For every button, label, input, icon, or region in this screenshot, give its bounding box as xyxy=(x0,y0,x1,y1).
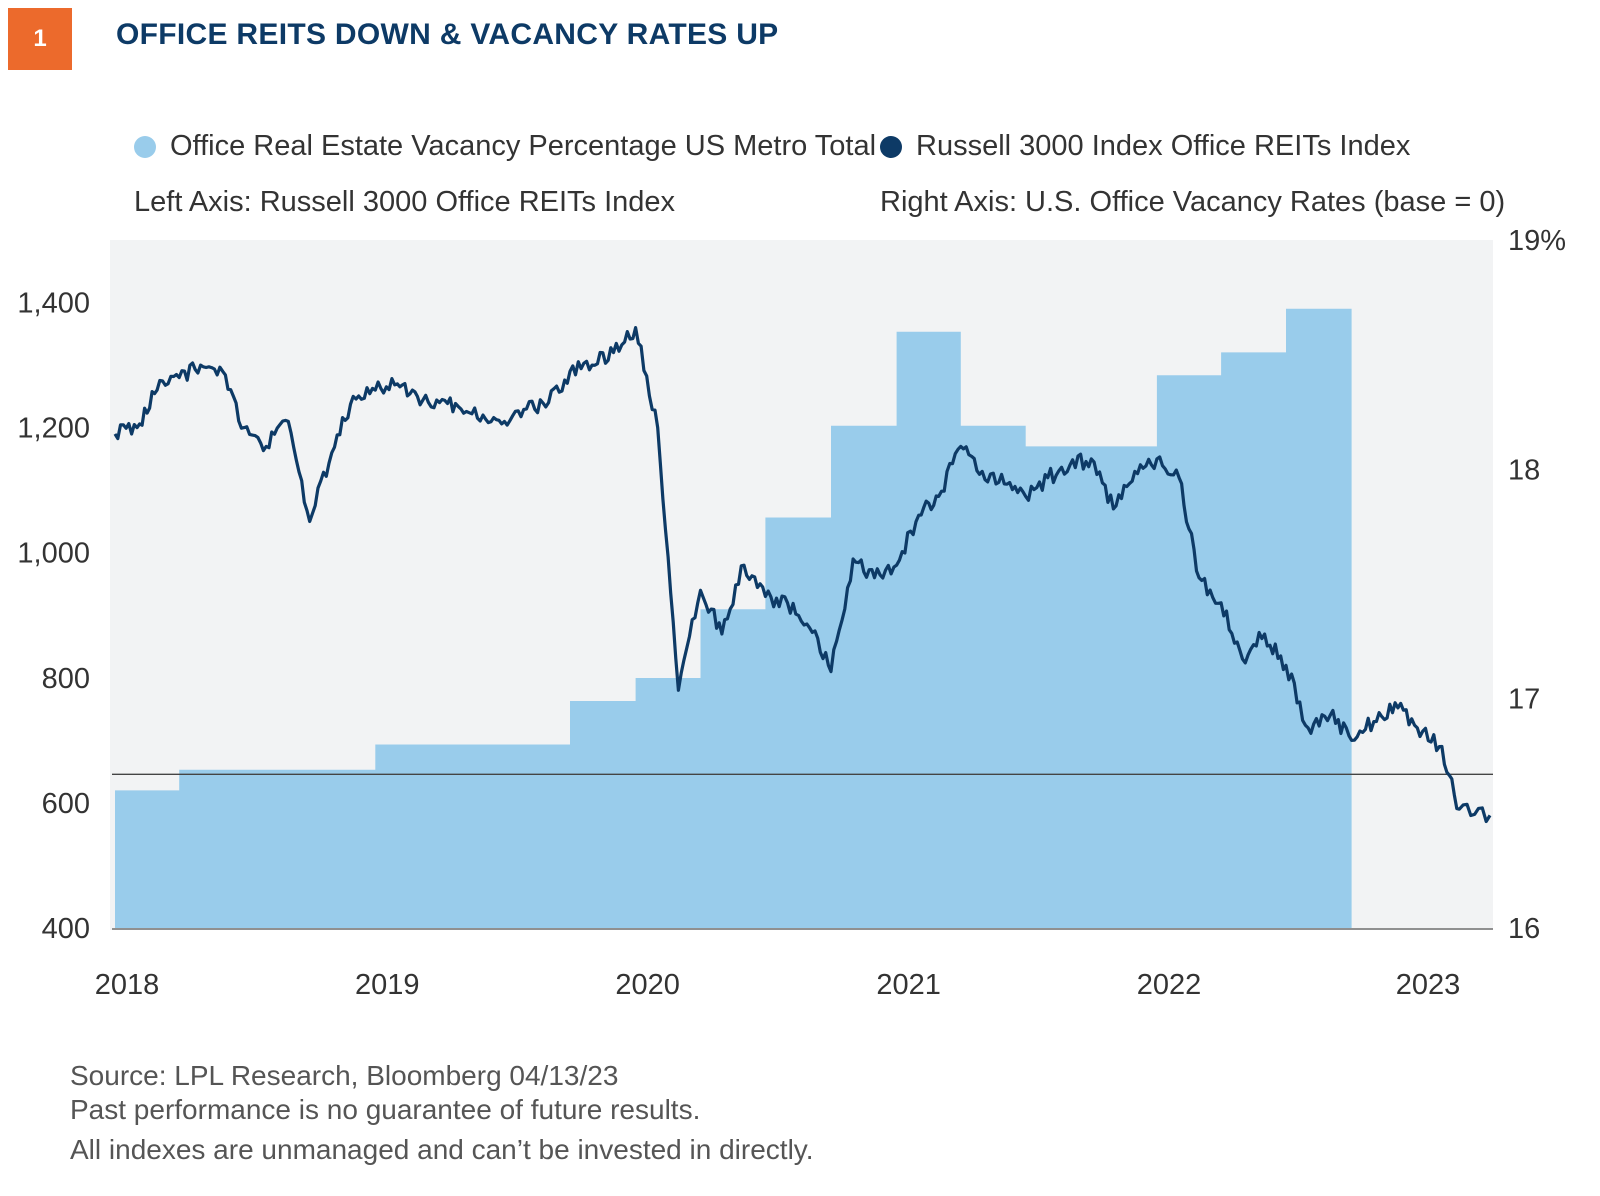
legend-item-reit: Russell 3000 Index Office REITs Index xyxy=(880,130,1410,163)
disclaimer-line-2: All indexes are unmanaged and can’t be i… xyxy=(70,1134,814,1165)
legend-label-reit: Russell 3000 Index Office REITs Index xyxy=(916,130,1411,162)
x-tick-label: 2021 xyxy=(876,969,941,1001)
legend-item-vacancy: Office Real Estate Vacancy Percentage US… xyxy=(134,130,876,163)
legend-swatch-reit xyxy=(880,135,902,158)
chart-title: OFFICE REITS DOWN & VACANCY RATES UP xyxy=(116,18,779,51)
x-tick-label: 2019 xyxy=(355,969,420,1001)
x-tick-label: 2023 xyxy=(1396,969,1461,1001)
x-tick-label: 2020 xyxy=(615,969,680,1001)
source-note: Source: LPL Research, Bloomberg 04/13/23 xyxy=(70,1060,619,1091)
right-axis-note: Right Axis: U.S. Office Vacancy Rates (b… xyxy=(880,186,1506,218)
left-tick-label: 400 xyxy=(42,913,90,945)
x-axis: 2018 2019 2020 2021 2022 2023 xyxy=(95,969,1461,1001)
left-tick-label: 1,400 xyxy=(17,288,90,320)
x-tick-label: 2018 xyxy=(95,969,160,1001)
series-reit-line xyxy=(113,326,1492,824)
chart-number-badge: 1 xyxy=(8,8,72,70)
right-tick-label: 17 xyxy=(1508,684,1540,716)
right-tick-label: 16 xyxy=(1508,913,1540,945)
legend-label-vacancy: Office Real Estate Vacancy Percentage US… xyxy=(170,130,877,162)
left-tick-label: 800 xyxy=(42,663,90,695)
right-tick-label: 18 xyxy=(1508,454,1540,486)
left-tick-label: 600 xyxy=(42,788,90,820)
left-tick-label: 1,000 xyxy=(17,538,90,570)
right-tick-label: 19% xyxy=(1508,225,1566,257)
left-tick-label: 1,200 xyxy=(17,413,90,445)
disclaimer-line-1: Past performance is no guarantee of futu… xyxy=(70,1094,701,1125)
right-axis: 19% 18 17 16 xyxy=(1508,225,1566,945)
legend-swatch-vacancy xyxy=(134,135,156,158)
left-axis-note: Left Axis: Russell 3000 Office REITs Ind… xyxy=(134,186,676,218)
x-tick-label: 2022 xyxy=(1137,969,1202,1001)
left-axis: 1,400 1,200 1,000 800 600 400 xyxy=(17,288,90,945)
series-vacancy-area xyxy=(115,308,1352,928)
